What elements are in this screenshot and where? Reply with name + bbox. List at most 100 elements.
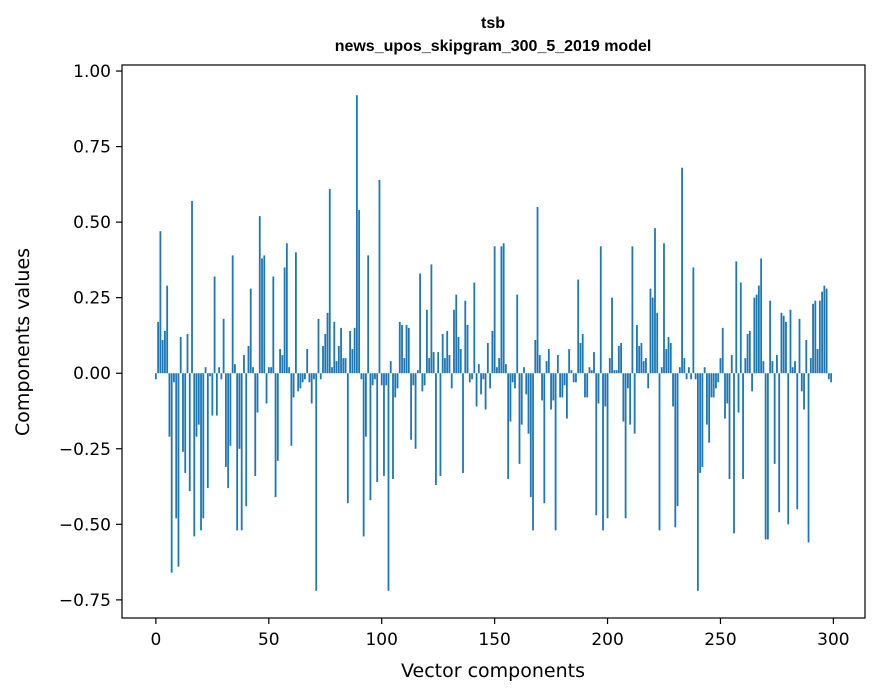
bar-55 bbox=[279, 349, 281, 374]
y-tick-label: 0.50 bbox=[73, 213, 111, 233]
bar-20 bbox=[200, 373, 202, 531]
bar-143 bbox=[477, 364, 480, 374]
bar-series bbox=[154, 95, 833, 591]
bar-237 bbox=[690, 373, 693, 380]
bar-178 bbox=[556, 355, 559, 374]
bar-245 bbox=[708, 373, 711, 443]
bar-118 bbox=[421, 373, 424, 392]
bar-129 bbox=[446, 330, 449, 374]
bar-22 bbox=[204, 367, 207, 374]
bar-154 bbox=[502, 243, 505, 374]
bar-210 bbox=[629, 373, 632, 425]
bar-158 bbox=[511, 373, 514, 383]
bar-145 bbox=[482, 373, 485, 380]
bar-27 bbox=[215, 373, 218, 416]
bar-224 bbox=[660, 367, 663, 374]
bar-182 bbox=[565, 373, 568, 419]
bar-146 bbox=[484, 373, 487, 410]
bar-105 bbox=[392, 373, 394, 479]
bar-236 bbox=[687, 367, 690, 374]
x-tick-label: 250 bbox=[704, 630, 736, 650]
bar-188 bbox=[579, 343, 582, 374]
bar-290 bbox=[809, 358, 812, 374]
bar-61 bbox=[292, 373, 295, 398]
bar-255 bbox=[730, 355, 733, 374]
bar-124 bbox=[435, 373, 437, 486]
bar-25 bbox=[211, 373, 214, 416]
bar-299 bbox=[830, 373, 833, 383]
bar-144 bbox=[480, 373, 482, 395]
bar-172 bbox=[543, 373, 546, 504]
bar-234 bbox=[683, 358, 686, 374]
bar-258 bbox=[737, 373, 740, 413]
bar-72 bbox=[317, 318, 320, 374]
bar-132 bbox=[453, 309, 455, 374]
bar-2 bbox=[159, 231, 162, 374]
x-axis-label: Vector components bbox=[401, 660, 585, 682]
bar-277 bbox=[780, 312, 783, 374]
bar-46 bbox=[258, 216, 261, 374]
bar-252 bbox=[724, 373, 726, 419]
bar-159 bbox=[514, 373, 516, 389]
y-axis-label: Components values bbox=[12, 248, 34, 436]
bar-43 bbox=[252, 367, 254, 374]
bar-250 bbox=[719, 358, 722, 374]
bar-164 bbox=[525, 373, 528, 395]
bar-24 bbox=[209, 373, 211, 377]
bar-269 bbox=[762, 361, 765, 374]
bar-166 bbox=[529, 373, 532, 498]
bar-171 bbox=[541, 373, 543, 401]
bar-31 bbox=[224, 373, 227, 467]
bar-291 bbox=[812, 303, 814, 374]
bar-170 bbox=[538, 355, 541, 374]
bar-215 bbox=[640, 343, 643, 374]
bar-293 bbox=[816, 349, 819, 374]
bar-109 bbox=[401, 324, 403, 374]
bar-283 bbox=[794, 361, 796, 374]
bar-93 bbox=[365, 373, 367, 437]
bar-273 bbox=[771, 361, 774, 374]
bar-59 bbox=[288, 367, 291, 374]
bar-95 bbox=[369, 373, 372, 501]
bar-64 bbox=[299, 373, 302, 389]
bar-42 bbox=[249, 288, 252, 374]
bar-243 bbox=[703, 367, 706, 374]
bar-289 bbox=[807, 373, 810, 543]
bar-199 bbox=[604, 373, 607, 407]
bar-192 bbox=[588, 367, 591, 374]
bar-292 bbox=[814, 300, 817, 374]
bar-12 bbox=[182, 373, 184, 452]
bar-179 bbox=[559, 373, 562, 398]
bar-63 bbox=[297, 373, 300, 392]
bar-249 bbox=[717, 373, 720, 383]
bar-214 bbox=[638, 346, 641, 374]
bar-281 bbox=[789, 309, 792, 374]
bar-76 bbox=[326, 312, 329, 374]
y-tick-label: 1.00 bbox=[73, 62, 111, 82]
bar-49 bbox=[265, 373, 268, 404]
bar-19 bbox=[197, 373, 200, 425]
bar-16 bbox=[191, 200, 193, 374]
bar-266 bbox=[755, 294, 758, 374]
bar-74 bbox=[322, 346, 324, 374]
bar-205 bbox=[617, 346, 620, 374]
bar-96 bbox=[371, 373, 374, 386]
bar-98 bbox=[376, 373, 379, 483]
bar-230 bbox=[674, 373, 677, 528]
bar-0 bbox=[154, 373, 157, 380]
bar-142 bbox=[475, 373, 478, 407]
bar-203 bbox=[613, 370, 616, 374]
bar-211 bbox=[631, 246, 634, 374]
bar-148 bbox=[489, 373, 492, 389]
bar-169 bbox=[536, 207, 539, 374]
bar-5 bbox=[166, 285, 169, 374]
bar-297 bbox=[825, 288, 828, 374]
bar-45 bbox=[256, 373, 259, 413]
bar-195 bbox=[595, 373, 598, 516]
bar-121 bbox=[428, 358, 431, 374]
bar-104 bbox=[389, 361, 392, 374]
bar-267 bbox=[757, 285, 760, 374]
bar-174 bbox=[547, 349, 550, 374]
bar-279 bbox=[785, 321, 787, 374]
bar-71 bbox=[315, 373, 318, 591]
